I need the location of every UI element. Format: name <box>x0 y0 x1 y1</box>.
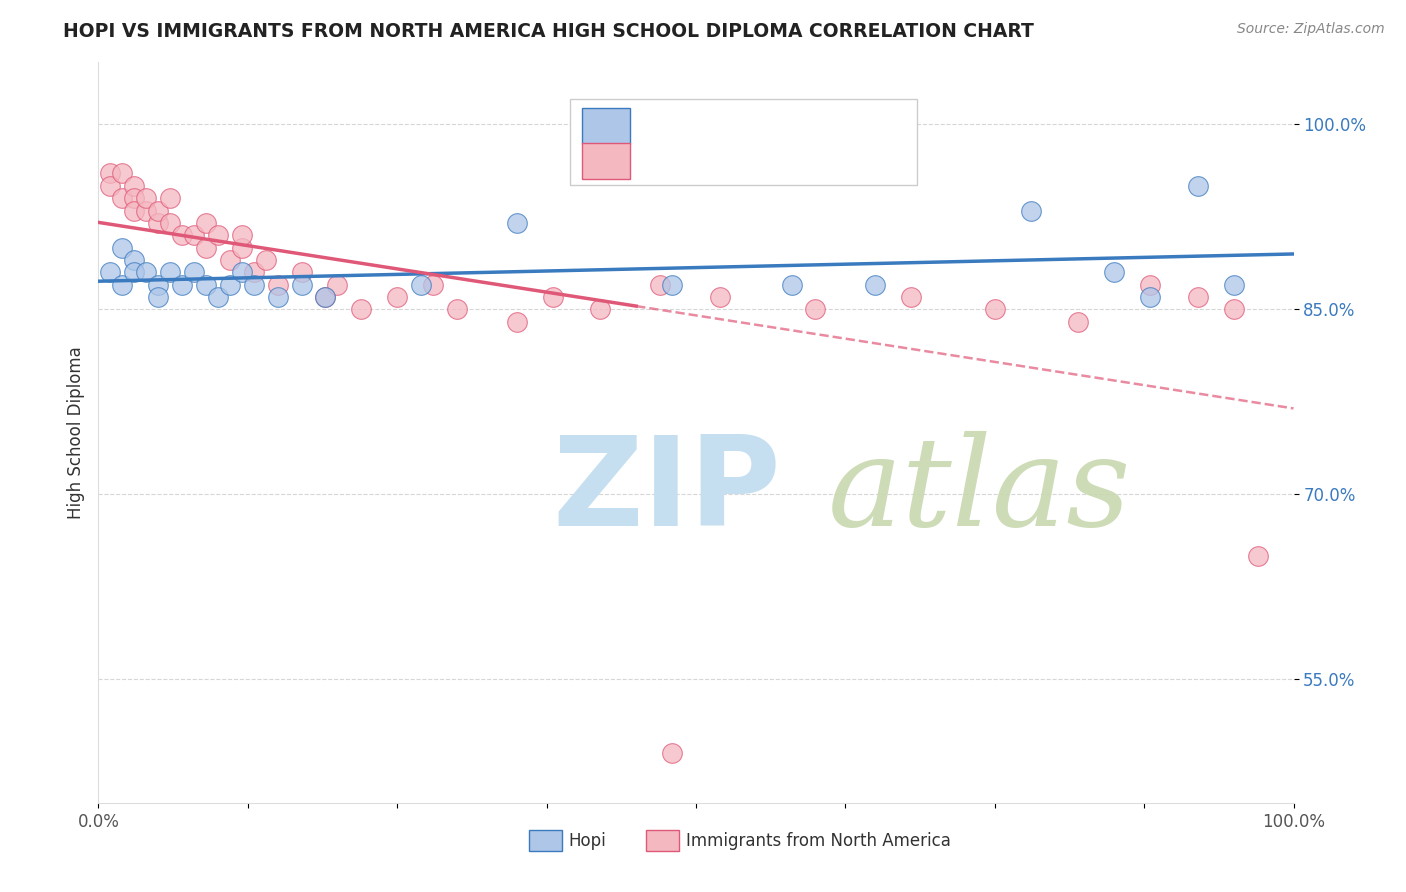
Bar <box>529 830 562 851</box>
Point <box>243 277 266 292</box>
Point <box>506 216 529 230</box>
Point <box>231 265 253 279</box>
Point <box>589 302 612 317</box>
Point <box>661 277 683 292</box>
Point <box>98 265 122 279</box>
Point <box>984 302 1007 317</box>
Point <box>385 290 409 304</box>
Point <box>172 277 194 292</box>
Point <box>207 228 229 243</box>
Point <box>243 265 266 279</box>
Point <box>124 191 146 205</box>
Point <box>124 203 146 218</box>
Point <box>267 290 290 304</box>
Text: Source: ZipAtlas.com: Source: ZipAtlas.com <box>1237 22 1385 37</box>
Point <box>315 290 337 304</box>
Point <box>1223 302 1246 317</box>
Point <box>111 167 134 181</box>
Point <box>506 315 529 329</box>
Text: atlas: atlas <box>827 431 1130 553</box>
FancyBboxPatch shape <box>582 108 630 144</box>
Point <box>207 290 229 304</box>
FancyBboxPatch shape <box>582 143 630 178</box>
Point <box>1139 277 1161 292</box>
FancyBboxPatch shape <box>571 99 917 185</box>
Point <box>1139 290 1161 304</box>
Point <box>111 191 134 205</box>
Point <box>148 203 170 218</box>
Bar <box>645 830 679 851</box>
Text: Immigrants from North America: Immigrants from North America <box>686 831 952 849</box>
Point <box>98 178 122 193</box>
Point <box>648 277 672 292</box>
Text: R = -0.088   N = 29: R = -0.088 N = 29 <box>638 117 824 135</box>
Point <box>219 252 242 267</box>
Point <box>159 216 181 230</box>
Point <box>291 277 314 292</box>
Point <box>148 290 170 304</box>
Point <box>804 302 827 317</box>
Point <box>183 265 205 279</box>
Point <box>231 240 253 255</box>
Point <box>661 747 683 761</box>
Point <box>183 228 205 243</box>
Point <box>326 277 349 292</box>
Point <box>148 216 170 230</box>
Point <box>111 240 134 255</box>
Text: Hopi: Hopi <box>568 831 606 849</box>
Text: HOPI VS IMMIGRANTS FROM NORTH AMERICA HIGH SCHOOL DIPLOMA CORRELATION CHART: HOPI VS IMMIGRANTS FROM NORTH AMERICA HI… <box>63 22 1035 41</box>
Point <box>709 290 731 304</box>
Point <box>195 240 218 255</box>
Point <box>124 265 146 279</box>
Point <box>124 252 146 267</box>
Point <box>780 277 803 292</box>
Point <box>195 216 218 230</box>
Point <box>159 265 181 279</box>
Point <box>1187 290 1209 304</box>
Point <box>135 203 157 218</box>
Point <box>219 277 242 292</box>
Point <box>1223 277 1246 292</box>
Point <box>1067 315 1090 329</box>
Point <box>267 277 290 292</box>
Point <box>135 265 157 279</box>
Text: ZIP: ZIP <box>553 432 782 552</box>
Point <box>159 191 181 205</box>
Point <box>231 228 253 243</box>
Point <box>900 290 922 304</box>
Point <box>350 302 373 317</box>
Point <box>1104 265 1126 279</box>
Point <box>291 265 314 279</box>
Point <box>541 290 564 304</box>
Point <box>865 277 887 292</box>
Point <box>1247 549 1270 563</box>
Text: R = -0.257   N = 45: R = -0.257 N = 45 <box>638 152 824 169</box>
Point <box>411 277 433 292</box>
Point <box>1187 178 1209 193</box>
Point <box>135 191 157 205</box>
Point <box>422 277 444 292</box>
Point <box>195 277 218 292</box>
Point <box>446 302 468 317</box>
Point <box>172 228 194 243</box>
Point <box>315 290 337 304</box>
Y-axis label: High School Diploma: High School Diploma <box>66 346 84 519</box>
Point <box>124 178 146 193</box>
Point <box>254 252 277 267</box>
Point <box>1019 203 1042 218</box>
Point <box>98 167 122 181</box>
Point <box>111 277 134 292</box>
Point <box>148 277 170 292</box>
